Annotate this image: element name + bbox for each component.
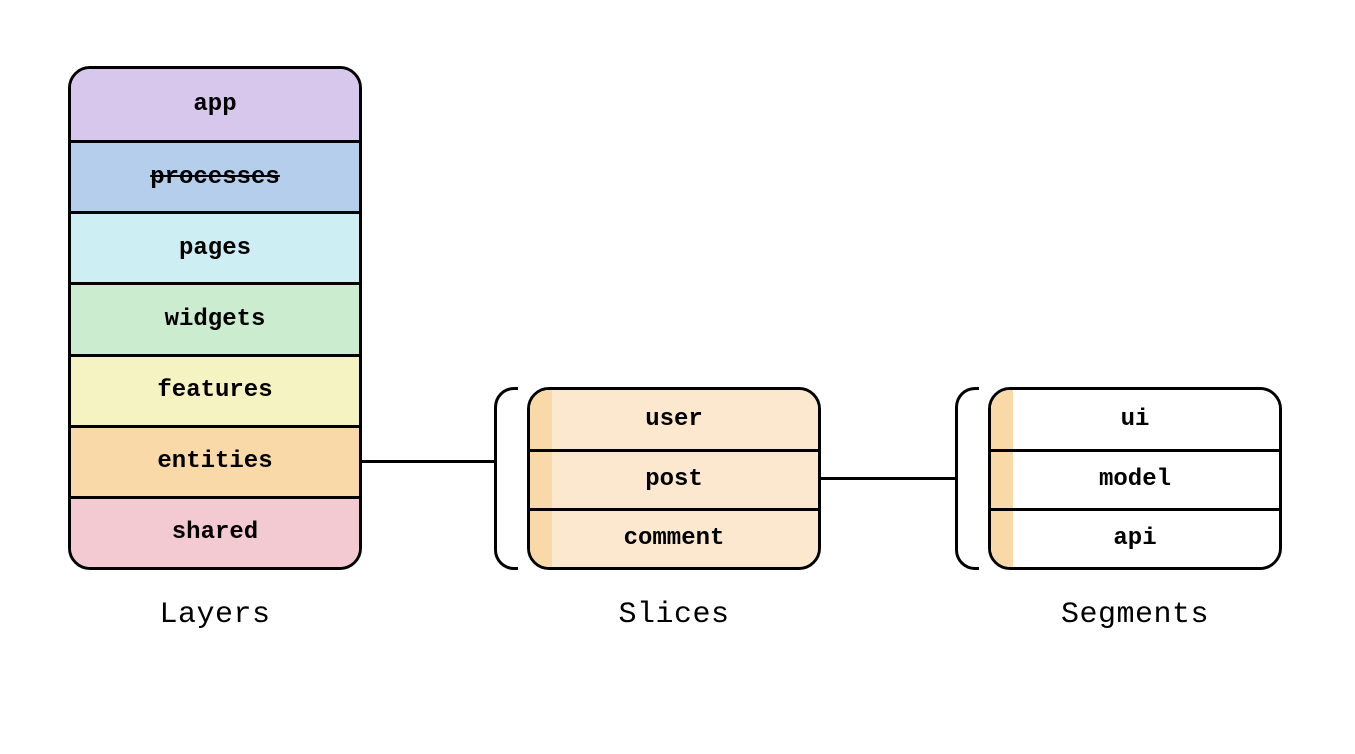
slice-label: user	[530, 406, 818, 433]
slice-row: user	[530, 390, 818, 449]
accent-stripe	[530, 511, 552, 567]
slices-column: user post comment Slices	[527, 387, 821, 632]
layers-box: app processes pages widgets features entities…	[68, 66, 362, 570]
layers-column: app processes pages widgets features entities…	[68, 66, 362, 632]
accent-stripe	[991, 452, 1013, 508]
layer-label: pages	[71, 235, 359, 262]
bracket-segments	[955, 387, 979, 570]
slice-label: comment	[530, 525, 818, 552]
accent-stripe	[991, 390, 1013, 449]
slice-row: post	[530, 449, 818, 508]
accent-stripe	[991, 511, 1013, 567]
layer-row: features	[71, 354, 359, 425]
layer-row: processes	[71, 140, 359, 211]
diagram-stage: app processes pages widgets features entities…	[0, 0, 1355, 754]
slice-label: post	[530, 466, 818, 493]
segment-row: api	[991, 508, 1279, 567]
accent-stripe	[530, 452, 552, 508]
layer-label: processes	[71, 164, 359, 191]
segments-column: ui model api Segments	[988, 387, 1282, 632]
layer-label: widgets	[71, 306, 359, 333]
layer-label: entities	[71, 448, 359, 475]
layer-row: widgets	[71, 282, 359, 353]
segment-label: model	[991, 466, 1279, 493]
layer-label: shared	[71, 519, 359, 546]
segment-row: ui	[991, 390, 1279, 449]
connector-slices-to-segments	[821, 477, 955, 480]
connector-layers-to-slices	[362, 460, 494, 463]
layers-caption: Layers	[159, 598, 270, 632]
slices-box: user post comment	[527, 387, 821, 570]
bracket-slices	[494, 387, 518, 570]
layer-label: features	[71, 377, 359, 404]
segment-row: model	[991, 449, 1279, 508]
layer-row: pages	[71, 211, 359, 282]
segments-caption: Segments	[1061, 598, 1209, 632]
layer-row: entities	[71, 425, 359, 496]
slices-caption: Slices	[618, 598, 729, 632]
segment-label: api	[991, 525, 1279, 552]
layer-label: app	[71, 91, 359, 118]
accent-stripe	[530, 390, 552, 449]
segment-label: ui	[991, 406, 1279, 433]
segments-box: ui model api	[988, 387, 1282, 570]
layer-row: app	[71, 69, 359, 140]
slice-row: comment	[530, 508, 818, 567]
layer-row: shared	[71, 496, 359, 567]
